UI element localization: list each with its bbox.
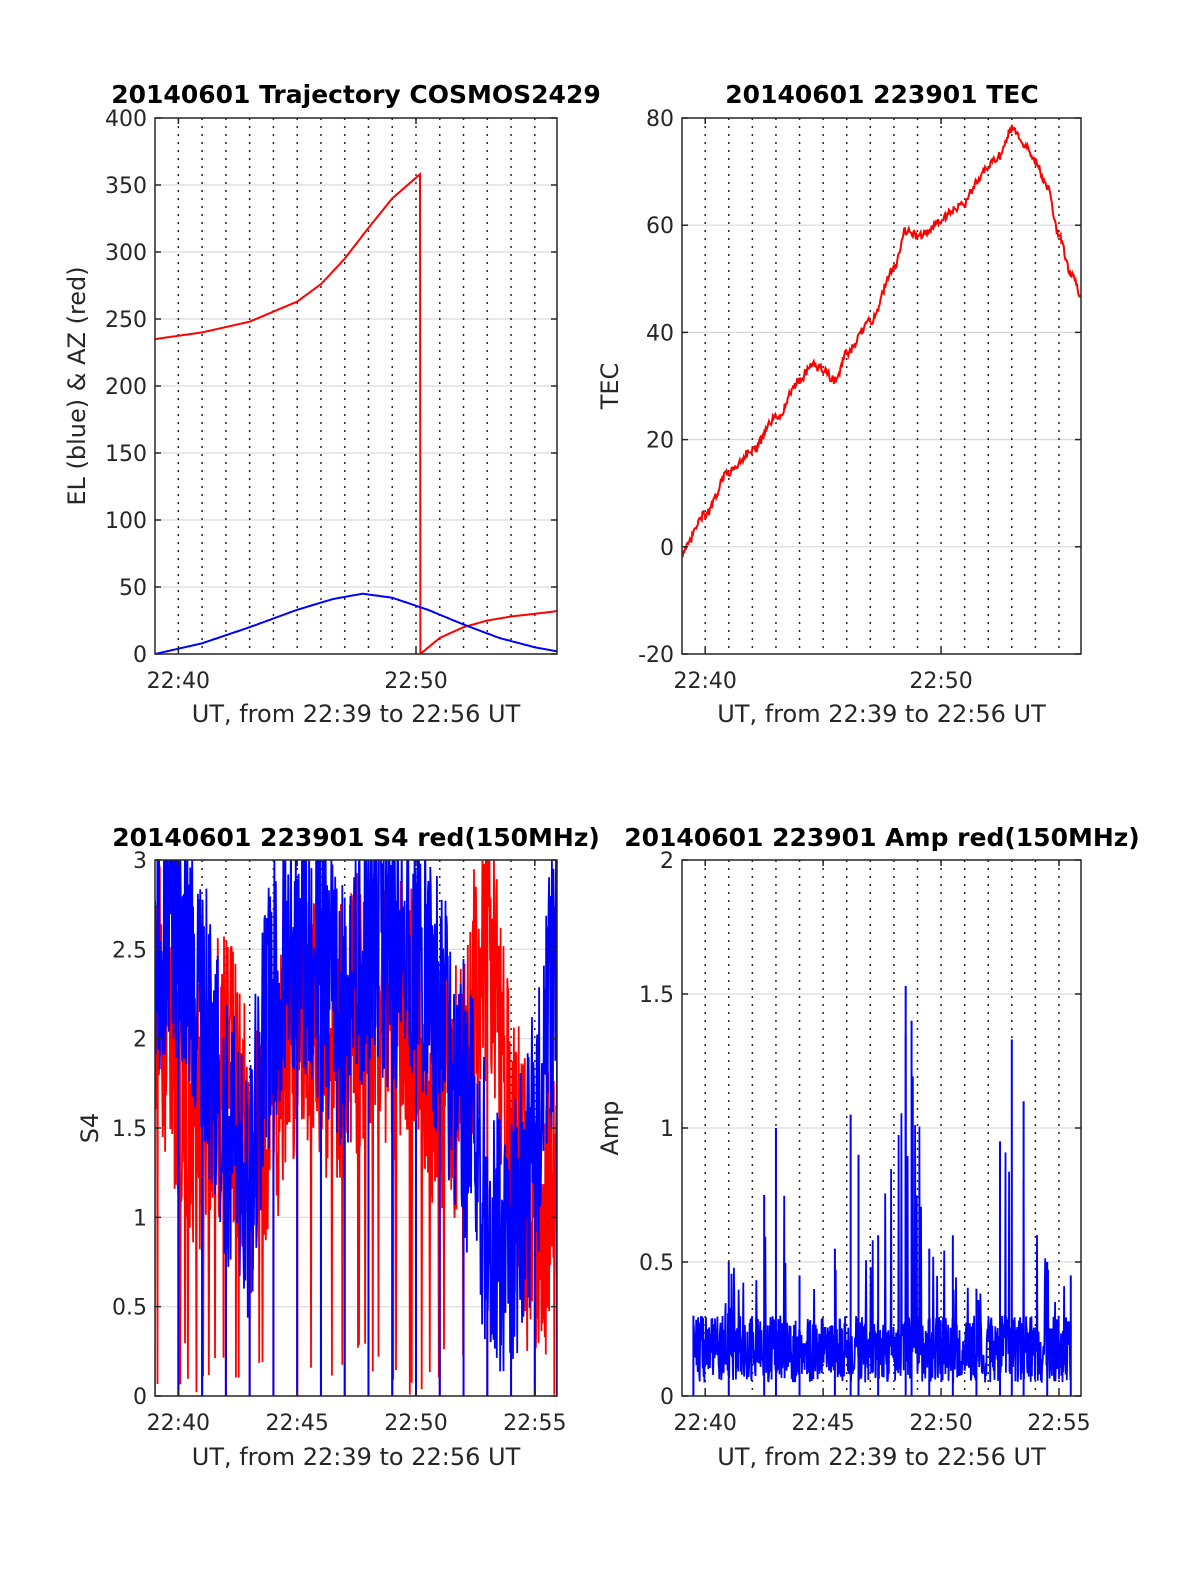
chart-title: 20140601 223901 TEC xyxy=(725,80,1038,109)
y-axis-label: TEC xyxy=(596,363,624,411)
y-tick-label: 1.5 xyxy=(112,1117,147,1142)
y-axis-label: EL (blue) & AZ (red) xyxy=(63,266,91,505)
x-tick-label: 22:40 xyxy=(147,669,210,694)
y-axis-label: Amp xyxy=(596,1100,624,1155)
y-tick-label: 50 xyxy=(119,576,147,601)
x-axis-label: UT, from 22:39 to 22:56 UT xyxy=(192,1443,521,1471)
y-tick-label: 0 xyxy=(660,1385,674,1410)
y-tick-label: 0 xyxy=(133,1385,147,1410)
y-tick-label: 60 xyxy=(646,214,674,239)
series-line-red xyxy=(682,124,1081,558)
plot-area xyxy=(692,985,1072,1396)
series-line-red xyxy=(155,172,557,654)
chart-title: 20140601 223901 Amp red(150MHz) xyxy=(624,823,1140,852)
y-tick-label: 0.5 xyxy=(112,1296,147,1321)
chart-title: 20140601 Trajectory COSMOS2429 xyxy=(111,80,601,109)
x-tick-label: 22:50 xyxy=(384,669,447,694)
y-tick-label: 80 xyxy=(646,107,674,132)
y-tick-label: 0 xyxy=(133,643,147,668)
y-tick-label: 2 xyxy=(133,1028,147,1053)
y-tick-label: 250 xyxy=(105,308,147,333)
x-tick-label: 22:40 xyxy=(673,1411,736,1436)
x-tick-label: 22:50 xyxy=(909,669,972,694)
x-tick-label: 22:55 xyxy=(503,1411,566,1436)
y-tick-label: 0.5 xyxy=(639,1251,674,1276)
x-axis-label: UT, from 22:39 to 22:56 UT xyxy=(717,700,1046,728)
y-tick-label: 150 xyxy=(105,442,147,467)
x-tick-label: 22:45 xyxy=(791,1411,854,1436)
y-tick-label: 1 xyxy=(660,1117,674,1142)
series-line-blue xyxy=(155,860,557,1372)
y-tick-label: -20 xyxy=(638,643,674,668)
y-tick-label: 20 xyxy=(646,429,674,454)
y-tick-label: 1 xyxy=(133,1206,147,1231)
x-tick-label: 22:40 xyxy=(147,1411,210,1436)
y-tick-label: 40 xyxy=(646,321,674,346)
x-axis-label: UT, from 22:39 to 22:56 UT xyxy=(717,1443,1046,1471)
plot-area xyxy=(155,860,557,1396)
x-tick-label: 22:50 xyxy=(909,1411,972,1436)
panel-4: 20140601 223901 Amp red(150MHz) 0 0.5 1 1.5 2… xyxy=(596,823,1140,1471)
y-tick-label: 400 xyxy=(105,107,147,132)
plot-area xyxy=(155,172,557,654)
y-tick-label: 2 xyxy=(660,849,674,874)
x-tick-label: 22:40 xyxy=(673,669,736,694)
y-tick-label: 200 xyxy=(105,375,147,400)
series-line-blue xyxy=(692,1032,1072,1383)
plot-area xyxy=(682,124,1081,558)
x-tick-label: 22:50 xyxy=(384,1411,447,1436)
x-axis-label: UT, from 22:39 to 22:56 UT xyxy=(192,700,521,728)
chart-title: 20140601 223901 S4 red(150MHz) xyxy=(112,823,600,852)
x-tick-label: 22:55 xyxy=(1027,1411,1090,1436)
axes-frame xyxy=(681,117,1082,655)
y-tick-label: 100 xyxy=(105,509,147,534)
series-line-blue xyxy=(155,592,557,654)
panel-2: 20140601 223901 TEC -20 0 20 40 60 80 22:40 22:5… xyxy=(596,80,1082,728)
y-tick-label: 2.5 xyxy=(112,938,147,963)
y-axis-label: S4 xyxy=(76,1113,104,1144)
y-tick-label: 0 xyxy=(660,536,674,561)
y-tick-label: 300 xyxy=(105,241,147,266)
y-tick-label: 3 xyxy=(133,849,147,874)
panel-1: 20140601 Trajectory COSMOS2429 0 50 100 150 2… xyxy=(63,80,601,728)
panel-3: 20140601 223901 S4 red(150MHz)00.511.522… xyxy=(76,823,600,1471)
y-tick-label: 1.5 xyxy=(639,983,674,1008)
series-line-red xyxy=(155,860,557,1395)
x-tick-label: 22:45 xyxy=(265,1411,328,1436)
y-tick-label: 350 xyxy=(105,174,147,199)
